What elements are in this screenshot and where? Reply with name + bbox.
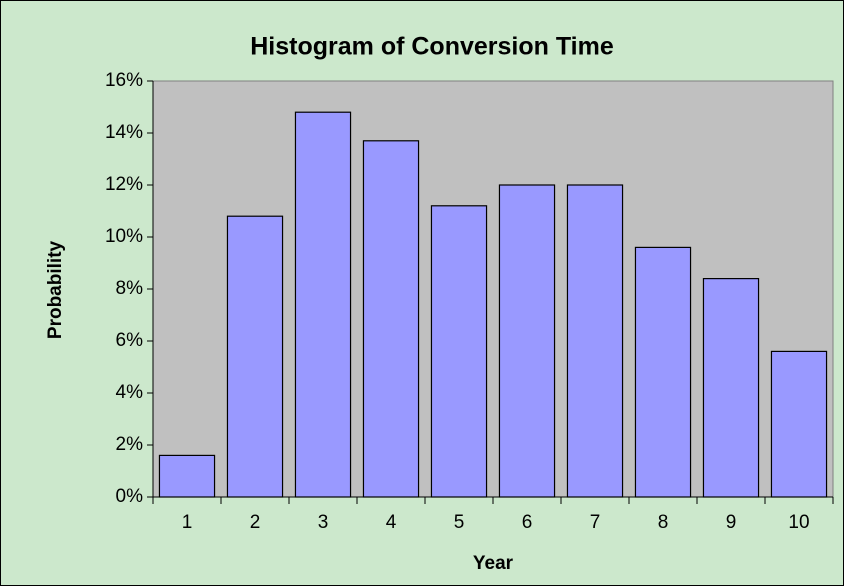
y-tick-label: 10% (105, 226, 143, 247)
bar (498, 184, 556, 498)
x-tick-label: 10 (788, 512, 809, 533)
bar (430, 205, 488, 498)
y-tick-label: 16% (105, 70, 143, 91)
y-tick-label: 12% (105, 174, 143, 195)
bar (362, 140, 420, 498)
y-tick-label: 0% (116, 486, 144, 507)
x-tick-label: 9 (726, 512, 737, 533)
x-tick-label: 7 (590, 512, 601, 533)
x-tick-label: 4 (386, 512, 397, 533)
x-tick-label: 8 (658, 512, 669, 533)
x-tick-label: 6 (522, 512, 533, 533)
x-tick-label: 3 (318, 512, 329, 533)
bar (158, 454, 216, 498)
y-axis-label: Probability (45, 240, 66, 339)
y-tick-label: 14% (105, 122, 143, 143)
bar (566, 184, 624, 498)
bar (770, 350, 828, 498)
bar (294, 111, 352, 498)
bar (702, 278, 760, 498)
chart-title: Histogram of Conversion Time (250, 33, 614, 61)
bar (226, 215, 284, 498)
y-tick-label: 4% (116, 382, 144, 403)
x-tick-label: 5 (454, 512, 465, 533)
x-tick-label: 2 (250, 512, 261, 533)
x-axis-label: Year (473, 553, 514, 574)
y-tick-label: 2% (116, 434, 144, 455)
y-tick-label: 8% (116, 278, 144, 299)
bar (634, 246, 692, 498)
x-tick-label: 1 (182, 512, 193, 533)
y-tick-label: 6% (116, 330, 144, 351)
